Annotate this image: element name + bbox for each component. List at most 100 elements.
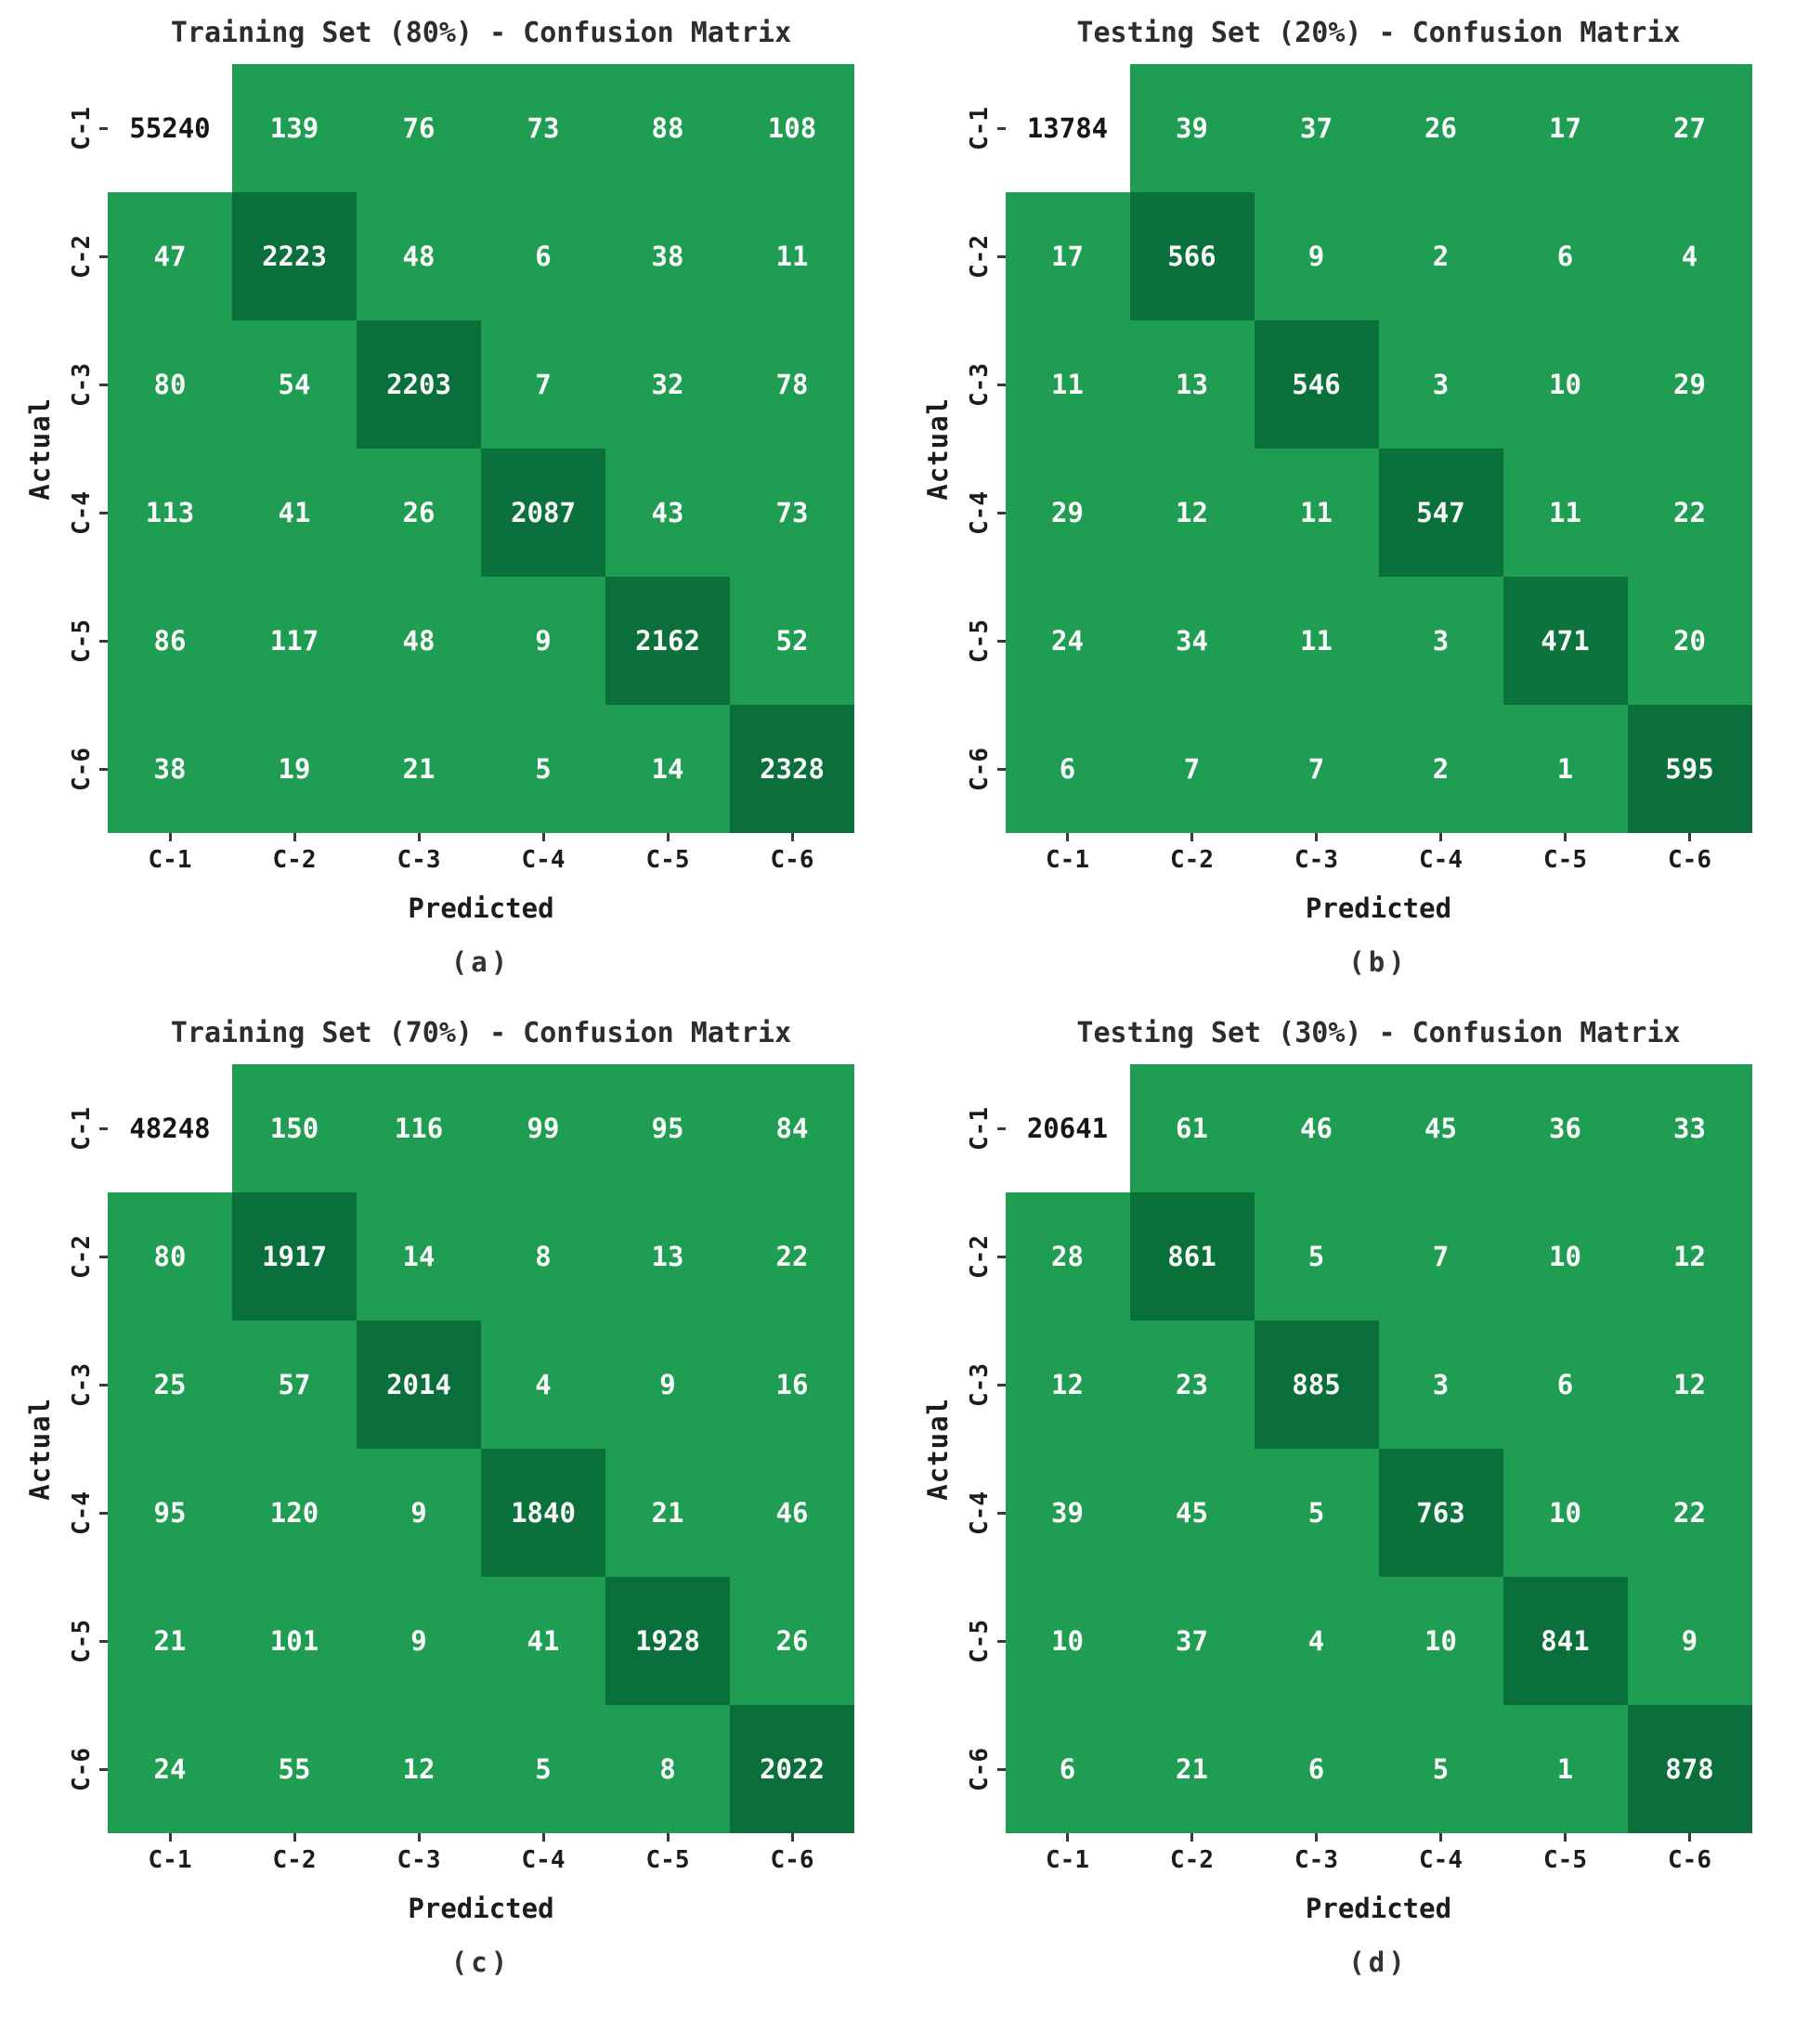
plot-area: Actual C-1 C-2 C-3 C-4 C-5 C-6 13784 39 37 26 17 2… xyxy=(917,64,1752,833)
tick-mark xyxy=(541,1833,545,1842)
heatmap-cell: 2223 xyxy=(232,192,357,320)
xtick-row: C-1 C-2 C-3 C-4 C-5 C-6 xyxy=(1006,1833,1752,1874)
x-tick: C-6 xyxy=(1628,833,1752,874)
x-tick: C-4 xyxy=(481,833,605,874)
heatmap-cell: 11 xyxy=(1502,449,1628,577)
heatmap-cell: 95 xyxy=(605,1064,730,1192)
heatmap-cell: 11 xyxy=(730,192,854,320)
tick-mark xyxy=(666,1833,670,1842)
tick-mark xyxy=(790,833,794,841)
x-tick-label: C-1 xyxy=(1046,1846,1089,1874)
heatmap-cell: 17 xyxy=(1005,192,1130,320)
x-tick-label: C-3 xyxy=(397,1846,441,1874)
y-tick-label: C-2 xyxy=(965,1234,994,1279)
y-tick-label: C-3 xyxy=(965,1362,994,1407)
heatmap-cell: 4 xyxy=(1627,192,1752,320)
ytick-column: C-1 C-2 C-3 C-4 C-5 C-6 xyxy=(61,1064,108,1833)
heatmap-cell: 12 xyxy=(1129,449,1255,577)
x-tick-label: C-6 xyxy=(1668,1846,1711,1874)
heatmap-cell: 26 xyxy=(357,449,481,577)
x-tick-label: C-4 xyxy=(521,846,566,874)
heatmap-cell: 2022 xyxy=(730,1705,854,1833)
heatmap-cell: 48 xyxy=(357,192,481,320)
heatmap-grid: 48248 150 116 99 95 84 80 1917 14 8 13 22 25 57 2014 4 9… xyxy=(108,1064,854,1833)
heatmap-cell: 73 xyxy=(481,64,605,192)
x-tick-label: C-5 xyxy=(645,1846,690,1874)
heatmap-cell: 13 xyxy=(1129,320,1255,449)
xtick-row: C-1 C-2 C-3 C-4 C-5 C-6 xyxy=(108,1833,854,1874)
heatmap-cell: 26 xyxy=(1378,64,1503,192)
x-tick: C-3 xyxy=(357,833,481,874)
heatmap-cell: 878 xyxy=(1627,1705,1752,1833)
subfigure-caption: (c) xyxy=(450,1946,512,1978)
heatmap-cell: 84 xyxy=(730,1064,854,1192)
ytick-column: C-1 C-2 C-3 C-4 C-5 C-6 xyxy=(959,1064,1006,1833)
xtick-row: C-1 C-2 C-3 C-4 C-5 C-6 xyxy=(108,833,854,874)
x-tick-label: C-3 xyxy=(397,846,441,874)
heatmap-cell: 3 xyxy=(1378,1321,1503,1449)
chart-title: Training Set (80%) - Confusion Matrix xyxy=(170,17,792,49)
y-axis-label: Actual xyxy=(24,1397,56,1501)
heatmap-cell: 21 xyxy=(108,1577,232,1705)
heatmap-cell: 8 xyxy=(481,1192,605,1321)
heatmap-cell: 12 xyxy=(1627,1192,1752,1321)
heatmap-cell: 9 xyxy=(481,577,605,705)
tick-mark xyxy=(1439,833,1442,841)
y-tick-label: C-1 xyxy=(68,1106,96,1151)
tick-mark xyxy=(1688,1833,1691,1842)
x-tick: C-2 xyxy=(232,833,357,874)
heatmap-cell: 28 xyxy=(1005,1192,1130,1321)
tick-mark xyxy=(99,126,108,130)
x-tick: C-6 xyxy=(730,1833,854,1874)
heatmap-cell: 471 xyxy=(1502,577,1628,705)
heatmap-cell: 6 xyxy=(1254,1705,1379,1833)
x-tick-label: C-1 xyxy=(1046,846,1089,874)
panel-training-70: Training Set (70%) - Confusion Matrix Ac… xyxy=(0,1000,898,1987)
heatmap-cell: 41 xyxy=(481,1577,605,1705)
x-tick-label: C-2 xyxy=(1170,1846,1214,1874)
heatmap-cell: 763 xyxy=(1378,1449,1503,1577)
heatmap-cell: 113 xyxy=(108,449,232,577)
heatmap-cell: 10 xyxy=(1378,1577,1503,1705)
y-tick: C-4 xyxy=(61,449,108,577)
heatmap-cell: 8 xyxy=(605,1705,730,1833)
x-tick: C-2 xyxy=(1130,1833,1255,1874)
subfigure-caption: (b) xyxy=(1348,946,1409,978)
heatmap-cell: 45 xyxy=(1129,1449,1255,1577)
tick-mark xyxy=(996,1639,1006,1643)
x-tick-label: C-5 xyxy=(645,846,690,874)
heatmap-cell: 78 xyxy=(730,320,854,449)
heatmap-cell: 9 xyxy=(357,1449,481,1577)
heatmap-cell: 43 xyxy=(605,449,730,577)
heatmap-cell: 1 xyxy=(1502,1705,1628,1833)
heatmap-cell: 45 xyxy=(1378,1064,1503,1192)
x-tick-label: C-4 xyxy=(521,1846,566,1874)
y-tick: C-1 xyxy=(959,1064,1006,1192)
tick-mark xyxy=(99,1639,108,1643)
heatmap-cell: 5 xyxy=(1378,1705,1503,1833)
y-tick: C-4 xyxy=(959,1449,1006,1577)
y-tick-label: C-4 xyxy=(68,490,96,535)
heatmap-cell: 9 xyxy=(357,1577,481,1705)
tick-mark xyxy=(99,1511,108,1515)
x-tick-label: C-5 xyxy=(1543,1846,1587,1874)
heatmap-cell: 7 xyxy=(1129,705,1255,833)
y-tick: C-5 xyxy=(959,577,1006,705)
x-tick-label: C-4 xyxy=(1419,1846,1463,1874)
heatmap-cell: 55240 xyxy=(108,64,232,192)
y-axis-label: Actual xyxy=(24,397,56,501)
heatmap-cell: 6 xyxy=(1005,705,1130,833)
x-tick: C-1 xyxy=(108,833,232,874)
y-tick: C-1 xyxy=(61,64,108,192)
heatmap-cell: 25 xyxy=(108,1321,232,1449)
y-tick-label: C-3 xyxy=(68,1362,96,1407)
heatmap-cell: 10 xyxy=(1502,320,1628,449)
y-tick: C-2 xyxy=(959,1192,1006,1321)
tick-mark xyxy=(790,1833,794,1842)
heatmap-cell: 27 xyxy=(1627,64,1752,192)
heatmap-grid: 55240 139 76 73 88 108 47 2223 48 6 38 11 80 54 2203 7 3… xyxy=(108,64,854,833)
y-tick: C-5 xyxy=(61,577,108,705)
heatmap-cell: 46 xyxy=(730,1449,854,1577)
chart-title: Training Set (70%) - Confusion Matrix xyxy=(170,1017,792,1049)
tick-mark xyxy=(1190,833,1193,841)
